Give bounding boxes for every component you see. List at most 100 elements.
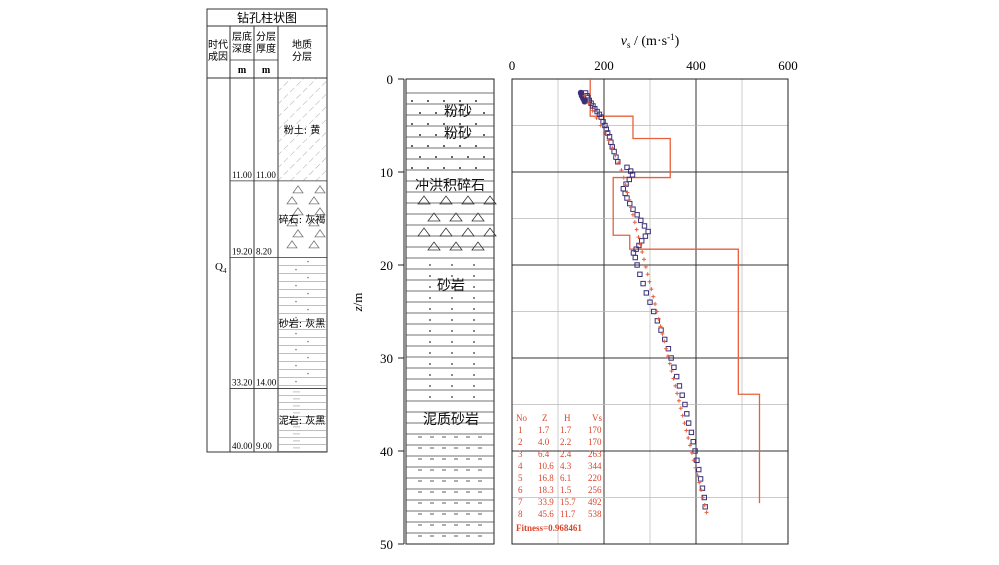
inversion-table-cell: 10.6 bbox=[538, 461, 554, 471]
inversion-table-cell: 1.5 bbox=[560, 485, 572, 495]
fitted-point bbox=[590, 108, 595, 113]
stratum-column-frame bbox=[405, 78, 495, 545]
measured-point bbox=[603, 126, 609, 132]
gravel-triangle bbox=[286, 240, 298, 249]
measured-point bbox=[673, 373, 680, 380]
depth-tick-label: 20 bbox=[380, 258, 393, 273]
measured-point bbox=[629, 172, 636, 178]
fitted-point bbox=[651, 294, 656, 299]
x-tick-label: 400 bbox=[686, 58, 706, 73]
inversion-table-cell: 45.6 bbox=[538, 509, 554, 519]
fitted-point bbox=[688, 443, 693, 448]
stratum-column-label: 砂岩 bbox=[437, 278, 465, 294]
stratum-column-hatching bbox=[406, 92, 497, 537]
fitted-point bbox=[616, 160, 621, 165]
inversion-table-cell: 6 bbox=[518, 485, 523, 495]
layer-name: 砂岩: 灰黑 bbox=[279, 317, 326, 330]
fitted-point bbox=[642, 257, 647, 262]
gravel-triangle bbox=[461, 195, 475, 205]
measured-point bbox=[690, 439, 696, 445]
fitted-point bbox=[647, 279, 652, 284]
measured-point bbox=[611, 148, 617, 155]
fitted-point bbox=[630, 212, 635, 217]
inversion-table-cell: 6.1 bbox=[560, 473, 571, 483]
borehole-layers: 11.00 11.00 粉土: 黄 19.20 8.20 碎石: 灰褐 33.20 14.00… bbox=[230, 78, 327, 453]
fitted-point bbox=[678, 406, 683, 411]
measured-point bbox=[624, 164, 630, 171]
inversion-fitness: Fitness=0.968461 bbox=[516, 523, 582, 533]
fitted-point bbox=[658, 324, 663, 329]
depth-tick-label: 0 bbox=[387, 72, 394, 87]
measured-point bbox=[636, 242, 642, 249]
inversion-table-cell: 4.3 bbox=[560, 461, 572, 471]
age-label: Q4 bbox=[215, 261, 227, 275]
fitted-point bbox=[689, 450, 694, 455]
measured-point bbox=[581, 98, 588, 105]
measured-point bbox=[688, 429, 695, 436]
fitted-point bbox=[691, 458, 696, 463]
layer-thickness: 11.00 bbox=[256, 170, 276, 180]
fitted-point bbox=[695, 473, 700, 478]
layer-bottom-depth: 40.00 bbox=[232, 441, 253, 451]
inversion-table-cell: 5 bbox=[518, 473, 523, 483]
fitted-point bbox=[671, 376, 676, 381]
gravel-triangle bbox=[314, 185, 326, 194]
borehole-layer: 33.20 14.00 砂岩: 灰黑 bbox=[230, 260, 327, 389]
chart-plot-frame bbox=[511, 78, 789, 545]
fitted-point bbox=[627, 197, 632, 202]
measured-point bbox=[633, 246, 639, 252]
fitted-point bbox=[636, 235, 641, 240]
inversion-table-cell: 16.8 bbox=[538, 473, 554, 483]
silt-hatch bbox=[279, 78, 326, 181]
gravel-triangle bbox=[314, 229, 326, 238]
fitted-point bbox=[632, 220, 637, 225]
layer-thickness: 9.00 bbox=[256, 441, 272, 451]
measured-points-series bbox=[577, 89, 708, 510]
stratum-column-label: 冲洪积碎石 bbox=[415, 178, 485, 194]
layer-name: 泥岩: 灰黑 bbox=[279, 414, 326, 427]
measured-point bbox=[641, 223, 648, 229]
depth-unit: m bbox=[238, 65, 247, 76]
borehole-layer: 40.00 9.00 泥岩: 灰黑 bbox=[230, 391, 327, 453]
fitted-point bbox=[686, 435, 691, 440]
inversion-table-cell: 2.2 bbox=[560, 437, 571, 447]
fitted-point bbox=[634, 227, 639, 232]
inversion-table-cell: 11.7 bbox=[560, 509, 576, 519]
measured-point bbox=[632, 254, 638, 261]
fitted-point bbox=[606, 138, 611, 143]
fitted-point bbox=[662, 339, 667, 344]
inversion-table-cell: 2.4 bbox=[560, 449, 572, 459]
measured-point bbox=[643, 290, 650, 296]
fitted-point bbox=[594, 116, 599, 121]
fitted-point bbox=[680, 413, 685, 418]
gravel-triangle bbox=[308, 196, 320, 205]
fitted-point bbox=[638, 242, 643, 247]
inversion-table-cell: 7 bbox=[518, 497, 523, 507]
header-depth: 层底深度 bbox=[232, 30, 252, 55]
inversion-table-cell: 6.4 bbox=[538, 449, 550, 459]
fitted-point bbox=[669, 369, 674, 374]
fitted-point bbox=[629, 205, 634, 210]
gravel-triangle bbox=[427, 212, 441, 222]
layer-thickness: 8.20 bbox=[256, 247, 272, 257]
gravel-triangle bbox=[439, 195, 453, 205]
header-thickness: 分层厚度 bbox=[256, 31, 276, 55]
depth-axis-label: z/m bbox=[350, 293, 365, 313]
measured-point bbox=[626, 176, 632, 183]
depth-tick-label: 50 bbox=[380, 537, 393, 552]
inversion-table-header: Vs bbox=[592, 413, 602, 423]
measured-point bbox=[615, 159, 621, 165]
measured-point bbox=[676, 383, 683, 389]
fitted-point bbox=[621, 175, 626, 180]
fitted-points-series bbox=[582, 93, 709, 515]
gravel-triangle bbox=[471, 212, 485, 222]
gravel-triangle bbox=[461, 227, 475, 237]
inversion-table-cell: 3 bbox=[518, 449, 523, 459]
fitted-point bbox=[613, 153, 618, 158]
measured-point bbox=[640, 280, 646, 287]
fitted-point bbox=[684, 428, 689, 433]
layer-name: 粉土: 黄 bbox=[284, 123, 321, 136]
